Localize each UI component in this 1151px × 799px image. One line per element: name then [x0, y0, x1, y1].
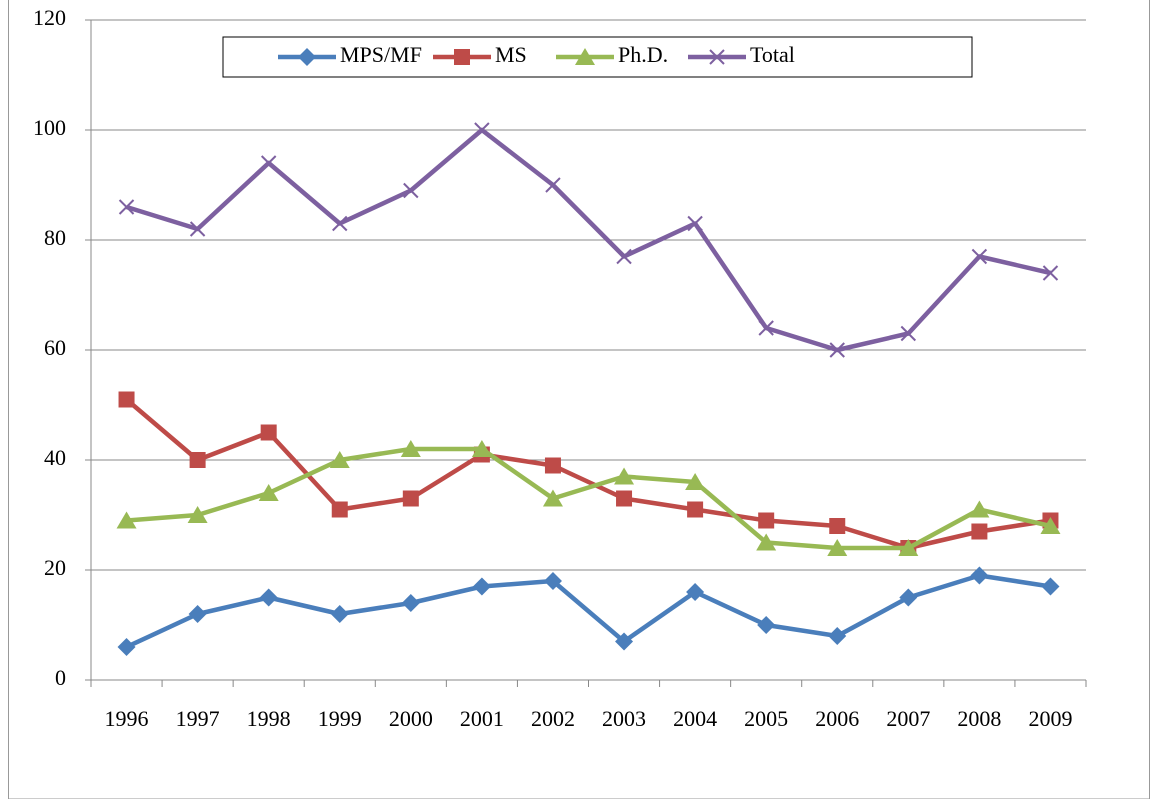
marker	[189, 452, 206, 468]
x-tick-label: 1999	[318, 706, 362, 731]
x-tick-label: 2007	[886, 706, 930, 731]
marker	[542, 489, 563, 507]
x-tick-label: 2004	[673, 706, 717, 731]
legend-label: Ph.D.	[618, 42, 668, 67]
marker	[616, 490, 633, 507]
marker	[258, 484, 279, 501]
marker	[829, 342, 845, 358]
marker	[400, 440, 421, 457]
marker	[329, 451, 350, 468]
marker	[472, 577, 491, 596]
x-tick-label: 2001	[460, 706, 504, 731]
marker	[898, 539, 919, 556]
marker	[259, 588, 278, 607]
marker	[454, 49, 470, 65]
marker	[575, 48, 595, 65]
marker	[187, 506, 208, 523]
marker	[332, 215, 348, 232]
x-tick-label: 2008	[957, 706, 1001, 731]
marker	[616, 248, 632, 265]
marker	[545, 177, 561, 193]
marker	[544, 457, 561, 474]
legend-label: MS	[495, 42, 527, 67]
series-line	[126, 446, 1051, 551]
marker	[1042, 265, 1059, 281]
marker	[403, 182, 419, 199]
marker	[1040, 517, 1061, 534]
marker	[614, 467, 635, 485]
x-tick-label: 2009	[1028, 706, 1072, 731]
y-tick-label: 60	[44, 335, 66, 360]
marker	[118, 199, 135, 215]
marker	[685, 473, 706, 490]
marker	[471, 440, 492, 457]
marker	[298, 48, 316, 66]
x-tick-label: 2002	[531, 706, 575, 731]
marker	[402, 490, 419, 507]
marker	[401, 594, 420, 612]
marker	[900, 325, 917, 342]
x-tick-label: 2006	[815, 706, 859, 731]
series	[116, 440, 1061, 556]
marker	[260, 155, 277, 171]
marker	[330, 605, 349, 623]
y-tick-label: 0	[55, 665, 66, 690]
legend-label: MPS/MF	[340, 42, 422, 67]
marker	[757, 616, 776, 634]
series	[118, 122, 1059, 358]
marker	[116, 511, 137, 529]
marker	[474, 122, 490, 138]
marker	[829, 518, 846, 534]
marker	[260, 424, 277, 441]
marker	[758, 320, 774, 336]
marker	[687, 501, 704, 518]
marker	[828, 627, 847, 645]
marker	[188, 605, 207, 623]
marker	[1041, 577, 1060, 596]
y-tick-label: 20	[44, 555, 66, 580]
x-tick-label: 1997	[176, 706, 220, 731]
chart-frame	[8, 0, 1150, 799]
marker	[971, 248, 988, 265]
marker	[899, 588, 918, 607]
marker	[970, 566, 989, 585]
y-tick-label: 80	[44, 225, 66, 250]
series-line	[125, 127, 1051, 353]
marker	[543, 572, 562, 590]
marker	[687, 215, 703, 232]
marker	[758, 512, 775, 529]
marker	[331, 501, 348, 518]
series-line	[125, 573, 1051, 650]
marker	[118, 391, 135, 408]
marker	[969, 500, 990, 518]
marker	[709, 49, 725, 65]
marker	[827, 539, 848, 556]
marker	[971, 523, 988, 540]
x-tick-label: 1996	[105, 706, 149, 731]
x-tick-label: 2000	[389, 706, 433, 731]
marker	[189, 221, 206, 237]
series	[117, 566, 1060, 656]
legend-label: Total	[750, 42, 795, 67]
series-line	[125, 397, 1051, 551]
marker	[117, 638, 136, 656]
legend: MPS/MF MS Ph.D. Total	[222, 36, 973, 78]
y-tick-label: 100	[33, 115, 66, 140]
marker	[615, 632, 634, 651]
marker	[686, 583, 705, 601]
x-tick-label: 1998	[247, 706, 291, 731]
y-tick-label: 120	[33, 5, 66, 30]
x-tick-label: 2003	[602, 706, 646, 731]
marker	[756, 533, 777, 551]
y-tick-label: 40	[44, 445, 66, 470]
x-tick-label: 2005	[744, 706, 788, 731]
